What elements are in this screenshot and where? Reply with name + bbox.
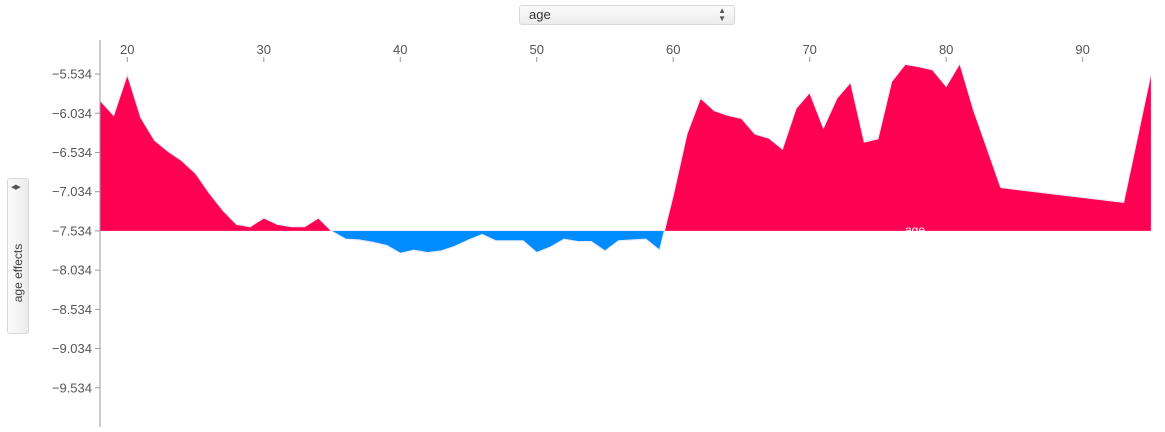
leftright-arrows-icon: ◀▶: [11, 184, 21, 191]
positive-effect-area-2: [664, 63, 1151, 231]
y-tick-label-2: −6.534: [52, 145, 92, 160]
area-layer: [99, 62, 1152, 254]
y-tick-label-7: −9.034: [52, 341, 92, 356]
x-tick-label-7: 90: [1075, 42, 1089, 57]
x-feature-select[interactable]: age ▲ ▼: [519, 5, 735, 25]
series-label: age: [905, 223, 925, 237]
x-tick-label-3: 50: [530, 42, 544, 57]
axes-layer: −5.534 −6.034 −6.534 −7.034 −7.534 −8.034 −8.5…: [52, 40, 1090, 427]
x-tick-label-0: 20: [120, 42, 134, 57]
y-tick-label-4: −7.534: [52, 223, 92, 238]
y-tick-label-8: −9.534: [52, 380, 92, 395]
y-tick-label-3: −7.034: [52, 184, 92, 199]
x-tick-label-4: 60: [666, 42, 680, 57]
x-tick-label-1: 30: [257, 42, 271, 57]
x-tick-label-5: 70: [802, 42, 816, 57]
y-feature-select[interactable]: ◀▶ age effects: [7, 178, 29, 334]
x-feature-select-value: age: [529, 7, 551, 22]
y-tick-label-6: −8.534: [52, 302, 92, 317]
y-tick-label-5: −8.034: [52, 263, 92, 278]
x-tick-label-6: 80: [939, 42, 953, 57]
y-tick-label-0: −5.534: [52, 67, 92, 82]
y-tick-label-1: −6.034: [52, 106, 92, 121]
positive-effect-area-0: [100, 74, 332, 231]
updown-arrows-icon: ▲ ▼: [718, 6, 726, 23]
x-tick-label-2: 40: [393, 42, 407, 57]
series-edge-line: [99, 62, 1152, 254]
label-layer: age: [905, 223, 925, 237]
negative-effect-area-1: [331, 230, 665, 254]
